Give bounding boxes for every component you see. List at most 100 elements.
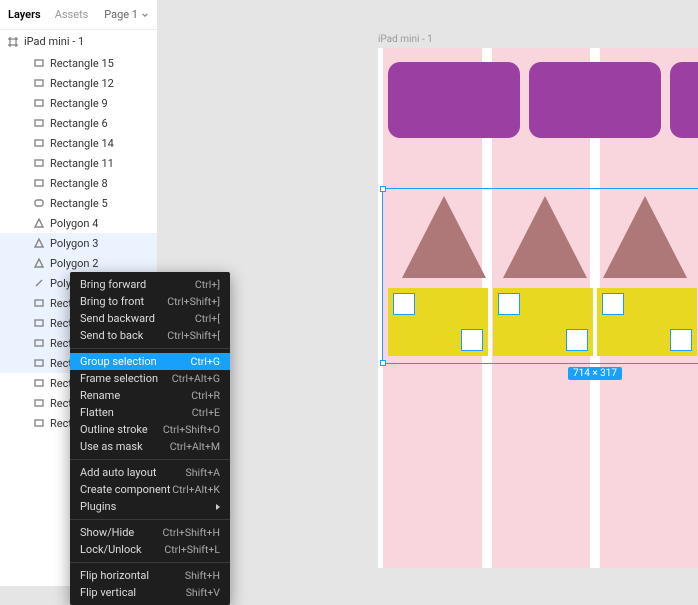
menu-item-label: Outline stroke [80, 423, 148, 436]
menu-shortcut: Ctrl+R [191, 389, 220, 402]
canvas[interactable]: iPad mini - 1 [158, 0, 698, 586]
menu-shortcut: Ctrl+Shift+L [164, 543, 220, 556]
tree-frame-label: iPad mini - 1 [24, 35, 84, 48]
selection-handle[interactable] [380, 360, 386, 366]
layer-row[interactable]: Polygon 3 [0, 233, 157, 253]
layer-row[interactable]: Rectangle 14 [0, 133, 157, 153]
layer-label: Rectangle 11 [50, 157, 114, 170]
layer-type-icon [34, 358, 44, 368]
layer-row[interactable]: Polygon 2 [0, 253, 157, 273]
menu-item-label: Flip horizontal [80, 569, 149, 582]
layer-row[interactable]: Rectangle 8 [0, 173, 157, 193]
submenu-arrow-icon [216, 504, 220, 510]
layer-type-icon [34, 238, 44, 248]
menu-separator [70, 519, 230, 520]
menu-shortcut: Ctrl+Shift+] [167, 295, 220, 308]
menu-shortcut: Shift+A [186, 466, 220, 479]
layer-type-icon [34, 98, 44, 108]
layer-type-icon [34, 218, 44, 228]
menu-item[interactable]: Send backwardCtrl+[ [70, 310, 230, 327]
shape-rect[interactable] [529, 62, 661, 138]
menu-shortcut: Ctrl+Shift+H [163, 526, 220, 539]
menu-item-label: Frame selection [80, 372, 158, 385]
menu-item[interactable]: Create componentCtrl+Alt+K [70, 481, 230, 498]
menu-shortcut: Ctrl+Shift+O [163, 423, 220, 436]
layer-row[interactable]: Rectangle 11 [0, 153, 157, 173]
menu-item[interactable]: Lock/UnlockCtrl+Shift+L [70, 541, 230, 558]
menu-item-label: Send to back [80, 329, 143, 342]
layer-row[interactable]: Polygon 4 [0, 213, 157, 233]
menu-item-label: Use as mask [80, 440, 143, 453]
layer-label: Polygon 2 [50, 257, 98, 270]
layer-row[interactable]: Rectangle 15 [0, 53, 157, 73]
layer-label: Rectangle 9 [50, 97, 108, 110]
layer-type-icon [34, 298, 44, 308]
menu-item[interactable]: Flip vertical Shift+V [70, 584, 230, 601]
context-menu[interactable]: Bring forwardCtrl+] Bring to front Ctrl+Sh… [70, 272, 230, 605]
menu-item-label: Add auto layout [80, 466, 157, 479]
menu-item[interactable]: Add auto layout Shift+A [70, 464, 230, 481]
menu-item[interactable]: Bring to front Ctrl+Shift+] [70, 293, 230, 310]
menu-shortcut: Ctrl+G [191, 355, 221, 368]
layer-row[interactable]: Rectangle 6 [0, 113, 157, 133]
tab-layers[interactable]: Layers [8, 8, 41, 21]
selection-dimensions: 714 × 317 [568, 367, 622, 380]
menu-item[interactable]: Send to back Ctrl+Shift+[ [70, 327, 230, 344]
tab-assets[interactable]: Assets [55, 8, 89, 21]
menu-item[interactable]: Use as mask Ctrl+Alt+M [70, 438, 230, 455]
menu-item[interactable]: Show/Hide Ctrl+Shift+H [70, 524, 230, 541]
menu-item-label: Plugins [80, 500, 116, 513]
menu-item-label: Flip vertical [80, 586, 136, 599]
shape-rect[interactable] [670, 62, 698, 138]
layer-row[interactable]: Rectangle 9 [0, 93, 157, 113]
menu-separator [70, 562, 230, 563]
canvas-frame-label[interactable]: iPad mini - 1 [378, 34, 433, 45]
menu-item-label: Flatten [80, 406, 114, 419]
layer-type-icon [34, 118, 44, 128]
frame-icon [8, 37, 18, 47]
menu-item-label: Bring to front [80, 295, 144, 308]
menu-shortcut: Shift+H [185, 569, 220, 582]
shape-rect[interactable] [388, 62, 520, 138]
menu-shortcut: Ctrl+Alt+M [170, 440, 220, 453]
layer-type-icon [34, 198, 44, 208]
menu-item[interactable]: Flip horizontal Shift+H [70, 567, 230, 584]
menu-shortcut: Ctrl+Shift+[ [167, 329, 220, 342]
menu-item[interactable]: Outline stroke Ctrl+Shift+O [70, 421, 230, 438]
layer-type-icon [34, 318, 44, 328]
menu-item[interactable]: FlattenCtrl+E [70, 404, 230, 421]
layer-label: Rectangle 8 [50, 177, 108, 190]
layer-label: Rectangle 14 [50, 137, 114, 150]
tree-frame-header[interactable]: iPad mini - 1 [0, 30, 157, 53]
menu-separator [70, 348, 230, 349]
menu-item[interactable]: Group selectionCtrl+G [70, 353, 230, 370]
page-selector-label: Page 1 [104, 8, 138, 21]
menu-item[interactable]: Bring forwardCtrl+] [70, 276, 230, 293]
menu-item-label: Rename [80, 389, 120, 402]
layer-label: Rectangle 5 [50, 197, 108, 210]
page-selector[interactable]: Page 1 [104, 8, 149, 21]
layer-type-icon [34, 258, 44, 268]
menu-item[interactable]: Rename Ctrl+R [70, 387, 230, 404]
layer-label: Rectangle 6 [50, 117, 108, 130]
layer-type-icon [34, 378, 44, 388]
layer-type-icon [34, 418, 44, 428]
layer-type-icon [34, 178, 44, 188]
menu-shortcut: Ctrl+] [195, 278, 220, 291]
layer-type-icon [34, 158, 44, 168]
menu-item[interactable]: Plugins [70, 498, 230, 515]
panel-tabs: Layers Assets Page 1 [0, 0, 157, 30]
canvas-frame[interactable]: 714 × 317 [378, 48, 698, 568]
selection-bounds[interactable]: 714 × 317 [382, 188, 698, 364]
layer-type-icon [34, 138, 44, 148]
selection-handle[interactable] [380, 186, 386, 192]
layer-row[interactable]: Rectangle 12 [0, 73, 157, 93]
menu-shortcut: Ctrl+Alt+G [172, 372, 220, 385]
layer-label: Polygon 4 [50, 217, 98, 230]
menu-shortcut: Shift+V [186, 586, 220, 599]
menu-item-label: Show/Hide [80, 526, 134, 539]
layer-type-icon [34, 278, 44, 288]
menu-item[interactable]: Frame selection Ctrl+Alt+G [70, 370, 230, 387]
layer-label: Rectangle 12 [50, 77, 114, 90]
layer-row[interactable]: Rectangle 5 [0, 193, 157, 213]
